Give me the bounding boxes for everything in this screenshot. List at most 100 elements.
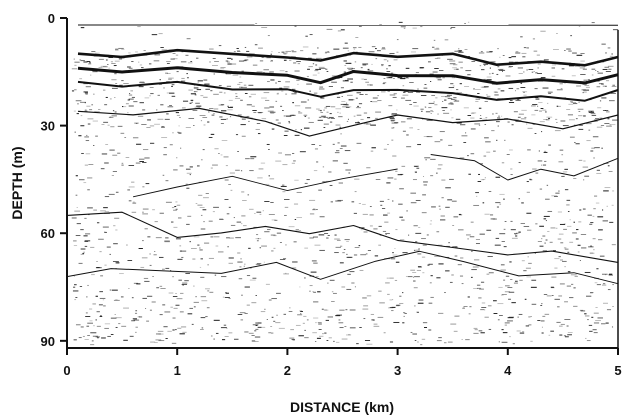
noise-speck	[317, 291, 321, 293]
noise-speck	[378, 225, 382, 227]
noise-speck	[197, 244, 200, 246]
noise-speck	[281, 90, 284, 92]
noise-speck	[557, 105, 561, 107]
noise-speck	[235, 169, 240, 171]
noise-speck	[251, 335, 255, 336]
noise-speck	[387, 177, 394, 179]
noise-speck	[210, 335, 213, 337]
noise-speck	[161, 126, 165, 128]
noise-speck	[500, 294, 504, 296]
noise-speck	[186, 38, 191, 40]
noise-speck	[609, 273, 613, 275]
noise-speck	[601, 43, 606, 45]
noise-speck	[282, 110, 284, 112]
noise-speck	[558, 256, 561, 258]
noise-speck	[392, 78, 395, 79]
noise-speck	[457, 264, 462, 266]
noise-speck	[417, 341, 419, 343]
noise-speck	[309, 34, 313, 36]
noise-speck	[555, 192, 560, 194]
noise-speck	[592, 249, 595, 251]
noise-speck	[437, 168, 442, 170]
noise-speck	[115, 262, 120, 264]
noise-speck	[307, 68, 310, 70]
noise-speck	[159, 314, 163, 316]
noise-speck	[397, 174, 403, 176]
noise-speck	[504, 291, 511, 293]
noise-speck	[591, 74, 594, 76]
noise-speck	[470, 117, 475, 119]
noise-speck	[382, 83, 385, 85]
noise-speck	[387, 198, 390, 200]
noise-speck	[224, 199, 229, 200]
noise-speck	[309, 213, 315, 215]
noise-speck	[347, 50, 350, 52]
noise-speck	[104, 264, 107, 266]
noise-speck	[468, 173, 471, 175]
noise-speck	[430, 275, 433, 277]
noise-speck	[307, 99, 310, 101]
noise-speck	[210, 167, 213, 169]
noise-speck	[131, 181, 135, 183]
noise-speck	[204, 83, 210, 85]
noise-speck	[191, 101, 193, 103]
noise-speck	[141, 257, 148, 259]
noise-speck	[288, 120, 290, 122]
noise-speck	[470, 221, 474, 223]
noise-speck	[362, 203, 366, 205]
noise-speck	[557, 211, 563, 213]
noise-speck	[531, 114, 536, 116]
noise-speck	[90, 246, 95, 248]
noise-speck	[84, 92, 88, 94]
noise-speck	[406, 210, 408, 212]
noise-speck	[605, 85, 607, 87]
noise-speck	[448, 144, 453, 146]
noise-speck	[232, 74, 239, 76]
noise-speck	[83, 61, 88, 63]
noise-speck	[421, 212, 427, 214]
noise-speck	[501, 341, 508, 343]
noise-speck	[434, 141, 441, 143]
noise-speck	[346, 288, 352, 290]
noise-speck	[381, 208, 386, 210]
noise-speck	[421, 338, 426, 340]
noise-speck	[98, 66, 103, 68]
noise-speck	[320, 97, 325, 99]
noise-speck	[220, 123, 224, 124]
noise-speck	[76, 113, 79, 115]
noise-speck	[239, 312, 246, 314]
noise-speck	[95, 135, 98, 137]
noise-speck	[199, 329, 204, 330]
noise-speck	[589, 292, 593, 294]
noise-speck	[271, 128, 275, 130]
noise-speck	[315, 68, 321, 70]
noise-speck	[84, 136, 90, 138]
noise-speck	[127, 260, 133, 261]
noise-speck	[449, 60, 456, 62]
noise-speck	[590, 245, 593, 247]
noise-speck	[250, 158, 255, 160]
noise-speck	[332, 292, 337, 294]
noise-speck	[200, 317, 206, 319]
noise-speck	[389, 94, 396, 96]
noise-speck	[372, 97, 378, 99]
noise-speck	[393, 321, 400, 323]
noise-speck	[128, 288, 130, 290]
noise-speck	[259, 247, 262, 249]
noise-speck	[239, 76, 242, 78]
noise-speck	[175, 293, 177, 294]
noise-speck	[433, 101, 435, 103]
noise-speck	[135, 331, 137, 333]
noise-speck	[222, 296, 225, 298]
noise-speck	[529, 178, 532, 180]
noise-speck	[148, 63, 152, 65]
noise-speck	[189, 174, 191, 176]
noise-speck	[320, 67, 326, 69]
noise-speck	[521, 109, 527, 111]
noise-speck	[398, 203, 403, 205]
noise-speck	[560, 323, 565, 325]
noise-speck	[489, 214, 494, 216]
noise-speck	[172, 53, 176, 54]
noise-speck	[403, 77, 410, 79]
noise-speck	[241, 294, 243, 296]
